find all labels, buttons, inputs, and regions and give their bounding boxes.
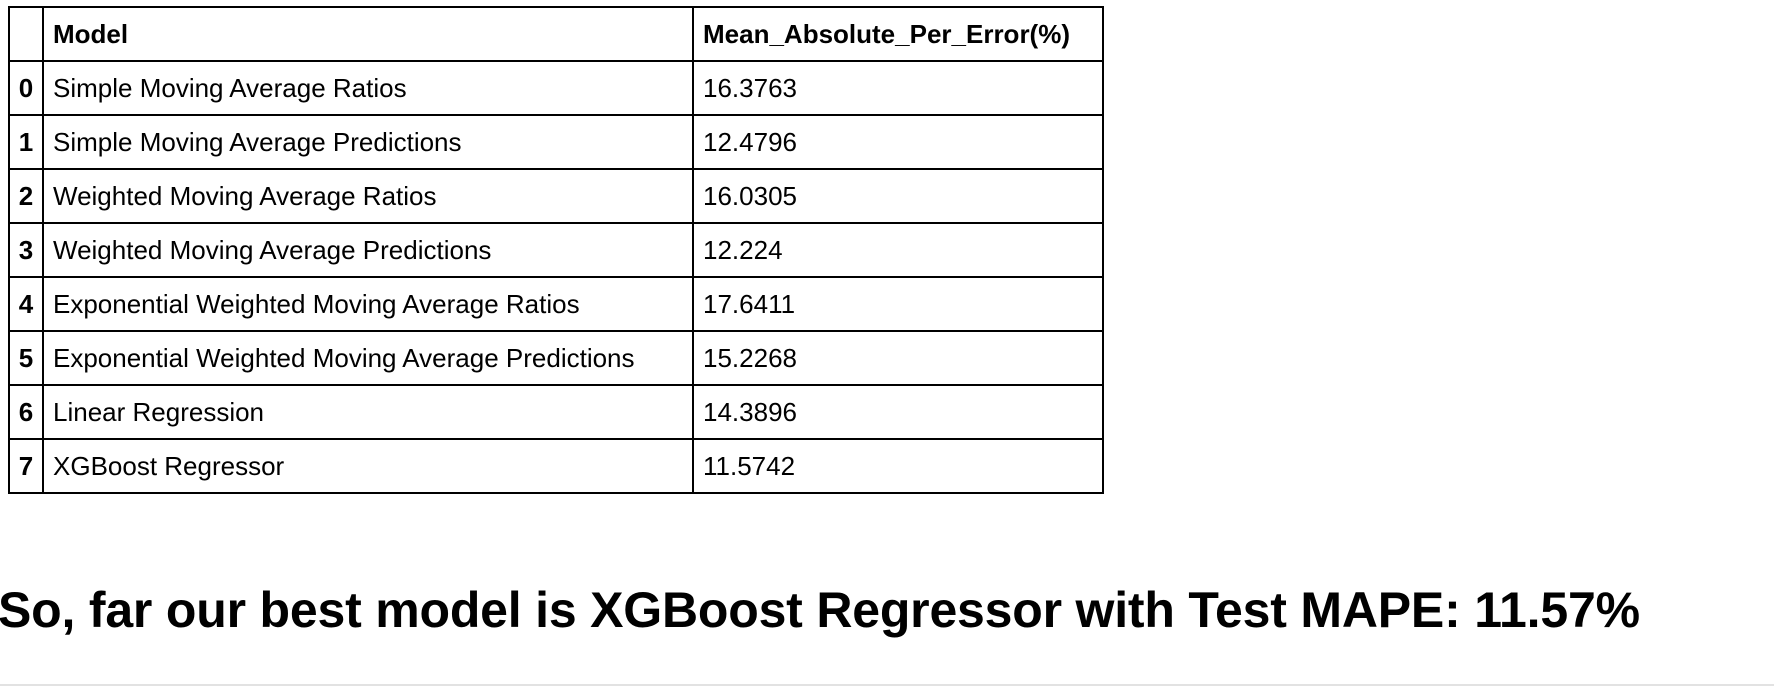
model-cell: Linear Regression <box>42 384 694 440</box>
row-index: 5 <box>8 330 44 386</box>
row-index: 0 <box>8 60 44 116</box>
row-index: 6 <box>8 384 44 440</box>
index-header <box>8 6 44 62</box>
row-index: 7 <box>8 438 44 494</box>
model-cell: Simple Moving Average Ratios <box>42 60 694 116</box>
results-table-header: Model Mean_Absolute_Per_Error(%) <box>8 6 1104 62</box>
table-row: 6 Linear Regression 14.3896 <box>8 384 1104 440</box>
mape-cell: 12.224 <box>692 222 1104 278</box>
model-cell: Exponential Weighted Moving Average Rati… <box>42 276 694 332</box>
table-row: 3 Weighted Moving Average Predictions 12… <box>8 222 1104 278</box>
mape-cell: 17.6411 <box>692 276 1104 332</box>
table-row: 7 XGBoost Regressor 11.5742 <box>8 438 1104 494</box>
row-index: 2 <box>8 168 44 224</box>
results-table-body: 0 Simple Moving Average Ratios 16.3763 1… <box>8 60 1104 494</box>
mape-cell: 12.4796 <box>692 114 1104 170</box>
table-row: 1 Simple Moving Average Predictions 12.4… <box>8 114 1104 170</box>
row-index: 4 <box>8 276 44 332</box>
mape-cell: 16.0305 <box>692 168 1104 224</box>
model-cell: Weighted Moving Average Ratios <box>42 168 694 224</box>
mape-cell: 11.5742 <box>692 438 1104 494</box>
results-table: Model Mean_Absolute_Per_Error(%) 0 Simpl… <box>8 6 1104 494</box>
model-cell: Simple Moving Average Predictions <box>42 114 694 170</box>
mape-column-header: Mean_Absolute_Per_Error(%) <box>692 6 1104 62</box>
table-row: 0 Simple Moving Average Ratios 16.3763 <box>8 60 1104 116</box>
summary-heading: So, far our best model is XGBoost Regres… <box>0 582 1640 638</box>
model-cell: Exponential Weighted Moving Average Pred… <box>42 330 694 386</box>
row-index: 3 <box>8 222 44 278</box>
row-index: 1 <box>8 114 44 170</box>
mape-cell: 16.3763 <box>692 60 1104 116</box>
table-row: 5 Exponential Weighted Moving Average Pr… <box>8 330 1104 386</box>
model-cell: XGBoost Regressor <box>42 438 694 494</box>
cell-separator <box>0 684 1774 686</box>
header-row: Model Mean_Absolute_Per_Error(%) <box>8 6 1104 62</box>
table-row: 2 Weighted Moving Average Ratios 16.0305 <box>8 168 1104 224</box>
model-column-header: Model <box>42 6 694 62</box>
table-row: 4 Exponential Weighted Moving Average Ra… <box>8 276 1104 332</box>
model-cell: Weighted Moving Average Predictions <box>42 222 694 278</box>
mape-cell: 14.3896 <box>692 384 1104 440</box>
mape-cell: 15.2268 <box>692 330 1104 386</box>
